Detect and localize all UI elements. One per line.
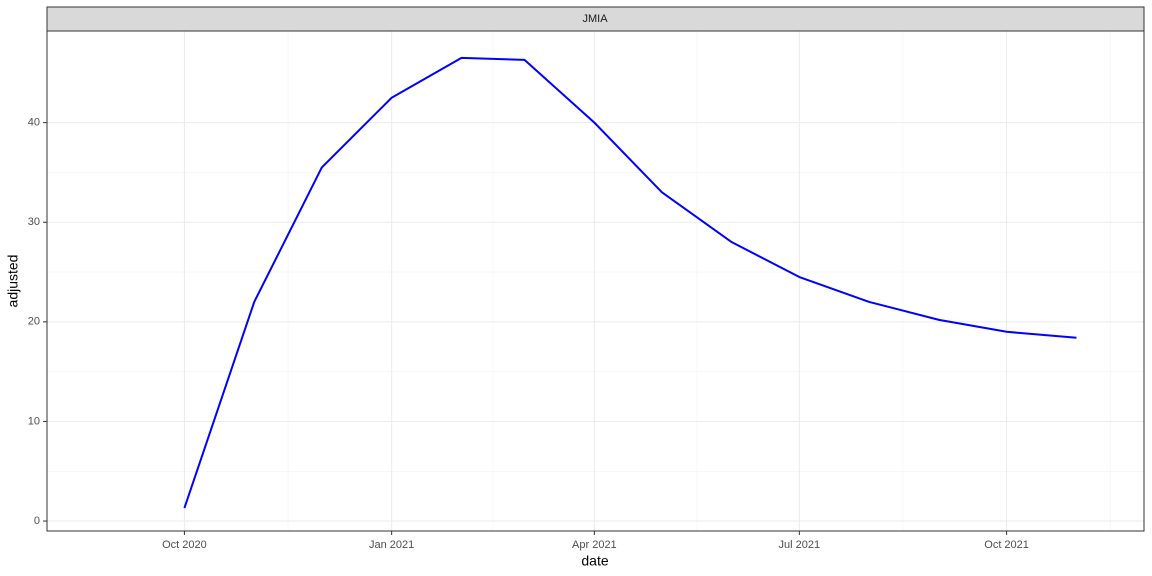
y-tick-label: 10 [28,415,40,427]
y-tick-label: 20 [28,316,40,328]
panel-border [46,30,1145,532]
x-tick-label: Jul 2021 [779,539,821,551]
line [183,56,1077,509]
strip [46,6,1145,32]
y-tick-label: 40 [28,117,40,129]
y-tick-label: 0 [34,515,40,527]
x-tick-label: Oct 2020 [162,539,207,551]
strip-label: JMIA [582,13,608,25]
x-tick-label: Apr 2021 [572,539,617,551]
x-tick-label: Oct 2021 [984,539,1029,551]
y-tick-label: 30 [28,216,40,228]
x-axis-label: date [581,553,608,569]
x-tick-label: Jan 2021 [369,539,414,551]
y-axis-label: adjusted [5,255,21,308]
